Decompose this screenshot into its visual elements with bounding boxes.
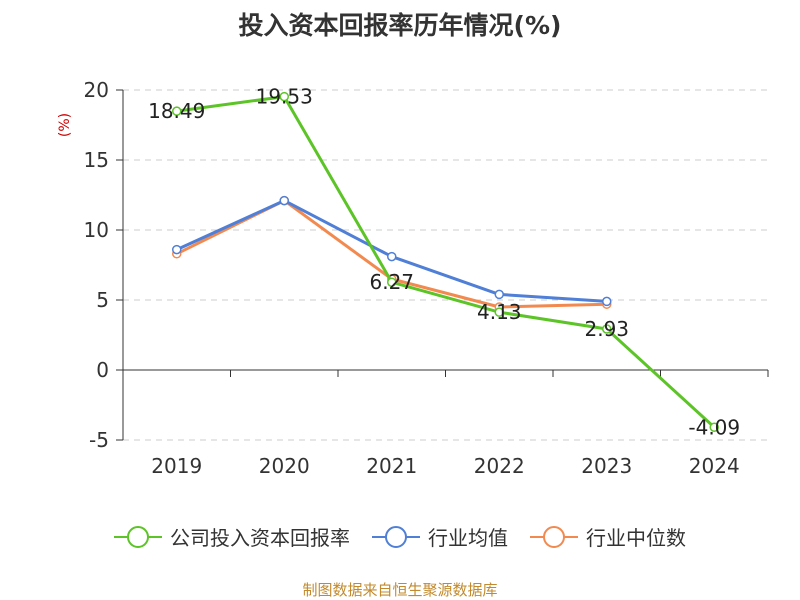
- legend-marker-icon: [543, 526, 565, 548]
- data-point: [172, 106, 182, 116]
- y-axis-label: (%): [57, 113, 73, 137]
- series-line: [176, 95, 716, 429]
- x-tick-label: 2021: [366, 454, 417, 478]
- legend-label: 行业中位数: [586, 526, 686, 550]
- data-point: [602, 296, 612, 307]
- y-tick-label: 0: [96, 358, 109, 382]
- y-tick-label: 15: [84, 148, 109, 172]
- y-tick-label: 10: [84, 218, 109, 242]
- data-label: 4.13: [477, 300, 522, 324]
- x-tick-label: 2019: [151, 454, 202, 478]
- data-label: -4.09: [688, 415, 740, 439]
- legend-label: 公司投入资本回报率: [170, 526, 350, 550]
- data-point: [279, 91, 289, 102]
- data-label: 2.93: [584, 317, 629, 341]
- y-tick-label: 5: [96, 288, 109, 312]
- data-label: 18.49: [148, 99, 205, 123]
- x-tick-label: 2023: [581, 454, 632, 478]
- data-point: [172, 244, 182, 255]
- chart-title: 投入资本回报率历年情况(%): [238, 11, 562, 40]
- data-point: [387, 251, 397, 262]
- y-tick-label: -5: [89, 428, 109, 452]
- legend-label: 行业均值: [428, 526, 508, 550]
- x-tick-label: 2022: [474, 454, 525, 478]
- y-tick-label: 20: [84, 78, 109, 102]
- x-tick-label: 2024: [689, 454, 740, 478]
- data-point: [494, 289, 504, 300]
- data-point: [279, 195, 289, 206]
- data-label: 6.27: [369, 270, 414, 294]
- source-footer: 制图数据来自恒生聚源数据库: [302, 581, 498, 599]
- x-tick-label: 2020: [259, 454, 310, 478]
- legend-marker-icon: [385, 526, 407, 548]
- legend-marker-icon: [127, 526, 149, 548]
- data-point: [494, 307, 504, 317]
- data-point: [387, 277, 397, 287]
- data-point: [602, 324, 612, 334]
- data-label: 19.53: [256, 85, 313, 109]
- data-point: [709, 422, 719, 433]
